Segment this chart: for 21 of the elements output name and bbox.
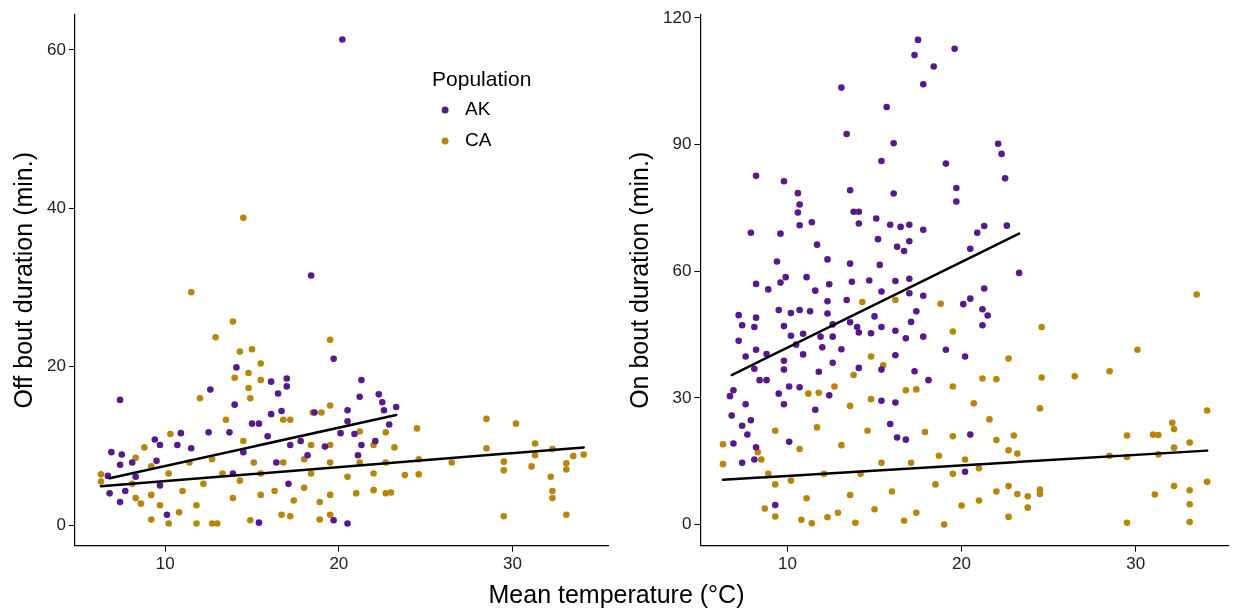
y-tick-label: 0 [56,514,66,534]
y-tick-label: 20 [46,356,66,376]
x-tick-label: 30 [503,554,522,574]
y-axis-title: On bout duration (min.) [624,151,653,409]
legend-title: Population [432,66,532,90]
y-tick-label: 120 [662,7,692,27]
x-tick-label: 10 [777,554,797,574]
y-axis-title: Off bout duration (min.) [8,152,37,409]
y-tick-label: 60 [46,39,66,59]
x-tick-label: 20 [329,554,349,574]
y-tick-label: 90 [672,134,692,154]
legend-label: AK [465,98,491,120]
x-axis-title: Mean temperature (°C) [487,580,746,609]
y-tick-label: 40 [46,197,66,217]
y-tick-label: 30 [672,387,692,407]
x-tick-label: 30 [1126,554,1146,574]
legend-label: CA [465,129,492,151]
y-tick-label: 60 [672,260,692,280]
y-tick-label: 0 [681,514,692,534]
x-tick-label: 10 [155,554,175,574]
x-tick-label: 20 [952,554,972,574]
